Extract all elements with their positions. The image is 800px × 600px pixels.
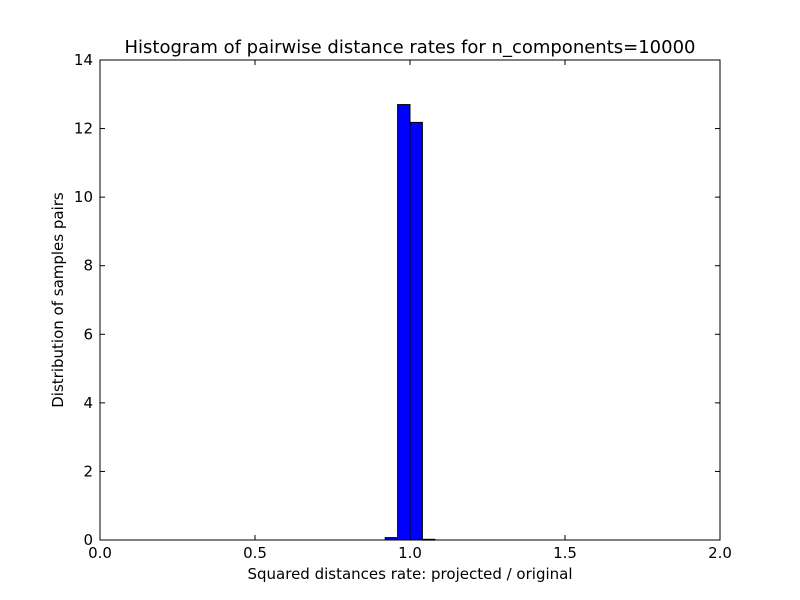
y-tick-label-4: 8 <box>83 257 93 275</box>
y-tick-label-7: 14 <box>74 51 93 69</box>
y-axis-label: Distribution of samples pairs <box>49 192 67 408</box>
histogram-bar-1 <box>397 104 411 541</box>
bars-layer <box>384 104 436 541</box>
chart-title: Histogram of pairwise distance rates for… <box>124 37 695 58</box>
y-tick-label-5: 10 <box>74 188 93 206</box>
x-axis-label: Squared distances rate: projected / orig… <box>248 565 573 583</box>
y-tick-label-0: 0 <box>83 531 93 549</box>
y-tick-label-1: 2 <box>83 462 93 480</box>
x-tick-label-0: 0.0 <box>88 544 112 562</box>
ticks-layer: 0.0 0.5 1.0 1.5 2.0 0 2 4 6 8 10 12 14 <box>74 51 732 562</box>
y-tick-label-6: 12 <box>74 120 93 138</box>
x-tick-label-2: 1.0 <box>398 544 422 562</box>
x-tick-label-1: 0.5 <box>243 544 267 562</box>
histogram-bar-2 <box>409 121 423 541</box>
y-tick-label-3: 6 <box>83 325 93 343</box>
x-tick-label-3: 1.5 <box>553 544 577 562</box>
y-tick-label-2: 4 <box>83 394 93 412</box>
x-tick-label-4: 2.0 <box>708 544 732 562</box>
